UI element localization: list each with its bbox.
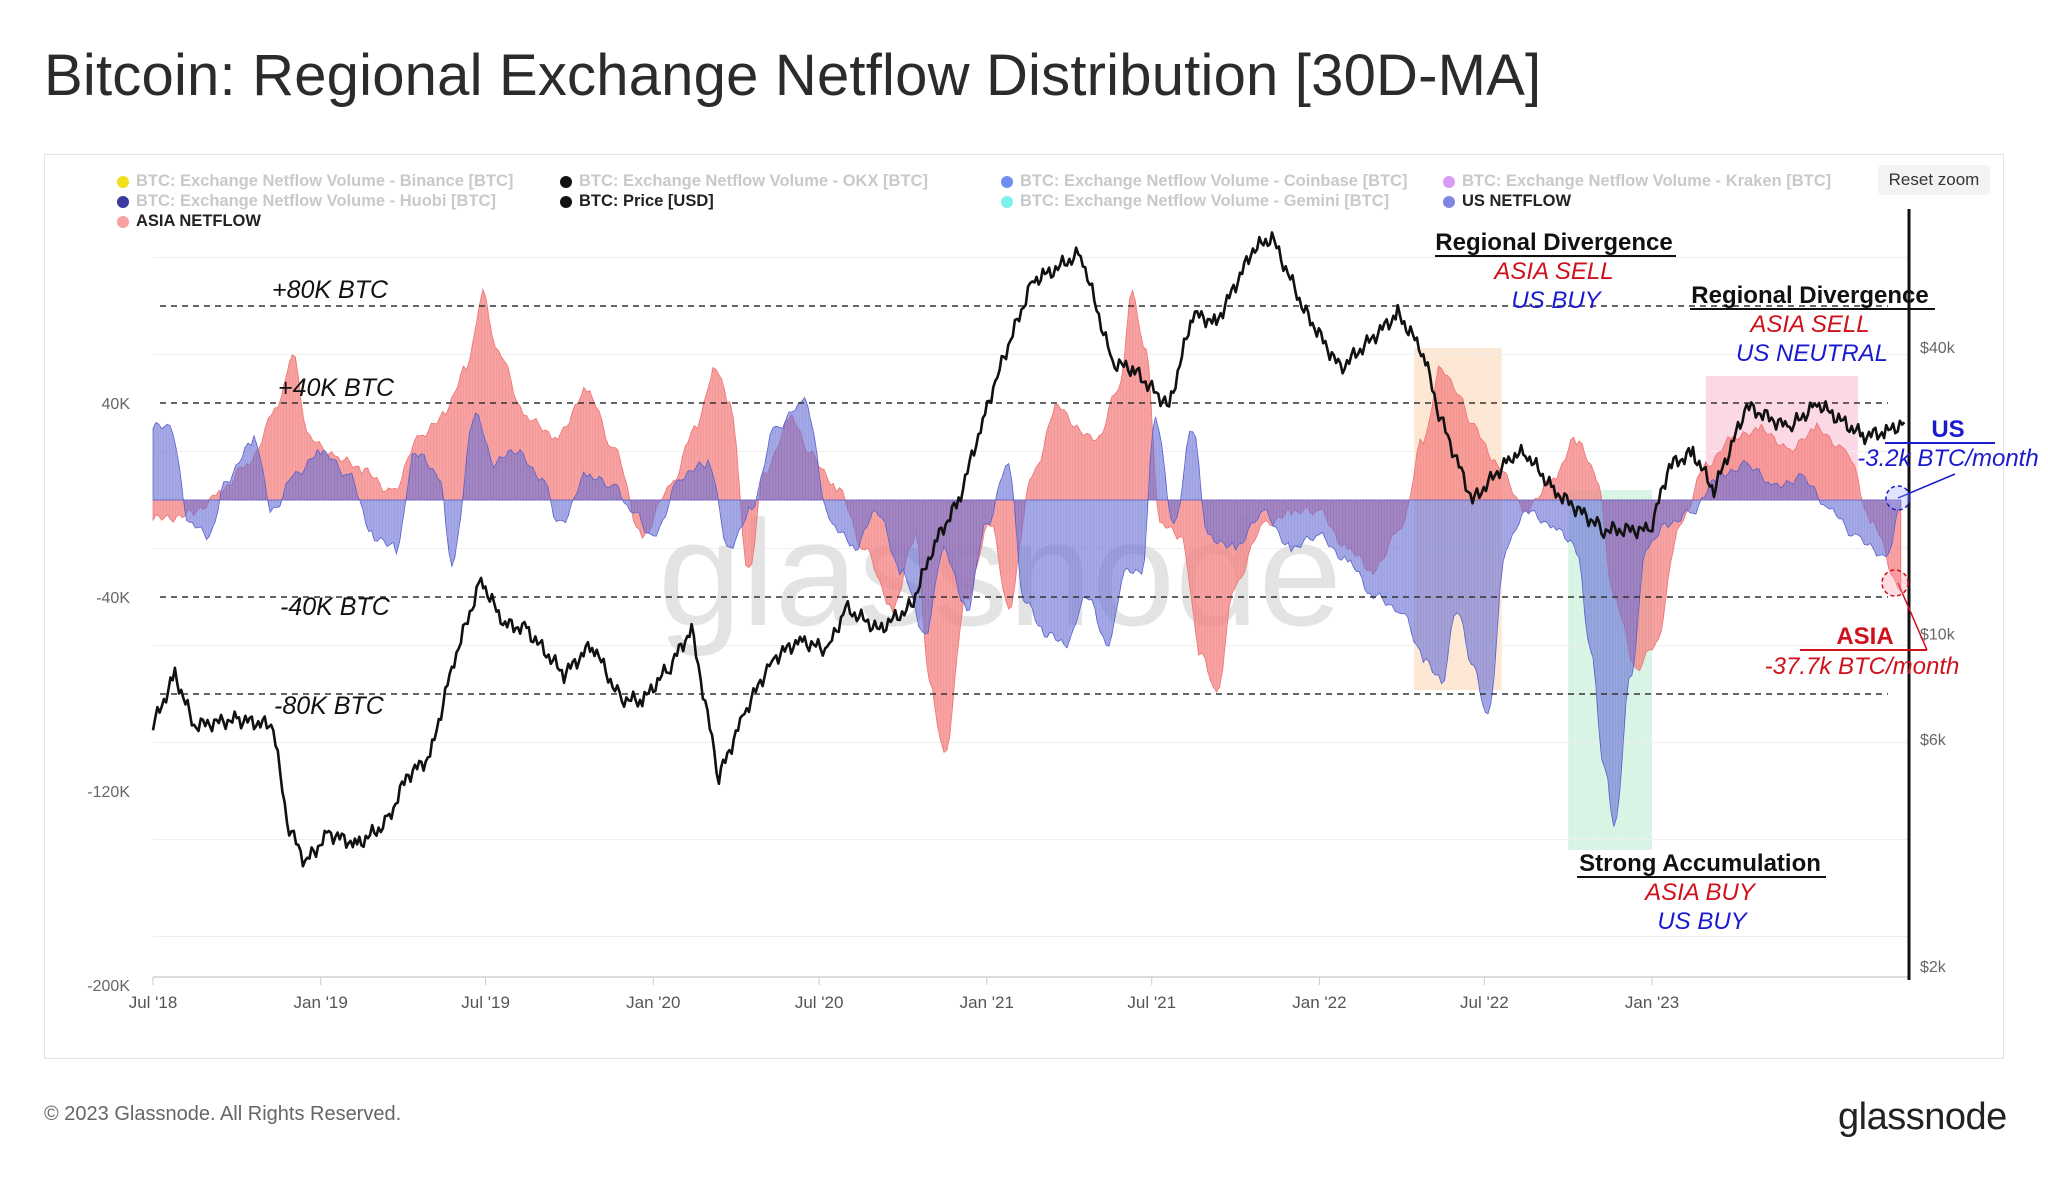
legend-swatch [1001,195,1013,208]
chart-panel [44,154,2004,1059]
legend-label: BTC: Exchange Netflow Volume - Kraken [B… [1462,172,1832,190]
legend-swatch [560,195,572,208]
legend-item-4[interactable]: BTC: Exchange Netflow Volume - Huobi [BT… [117,192,496,211]
legend-label: BTC: Exchange Netflow Volume - Huobi [BT… [136,192,496,210]
legend-label: ASIA NETFLOW [136,212,261,230]
legend-item-5[interactable]: BTC: Price [USD] [560,192,714,211]
legend-swatch [560,175,572,188]
legend-label: BTC: Exchange Netflow Volume - Coinbase … [1020,172,1408,190]
legend-item-8[interactable]: ASIA NETFLOW [117,212,261,231]
legend-item-2[interactable]: BTC: Exchange Netflow Volume - Coinbase … [1001,172,1407,191]
legend-label: BTC: Exchange Netflow Volume - OKX [BTC] [579,172,928,190]
legend-swatch [1001,175,1013,188]
legend-swatch [117,215,129,228]
legend-swatch [1443,175,1455,188]
legend-item-0[interactable]: BTC: Exchange Netflow Volume - Binance [… [117,172,513,191]
legend-swatch [117,195,129,208]
legend-item-7[interactable]: US NETFLOW [1443,192,1571,211]
legend-label: BTC: Exchange Netflow Volume - Gemini [B… [1020,192,1390,210]
reset-zoom-button[interactable]: Reset zoom [1878,165,1990,195]
legend-label: BTC: Exchange Netflow Volume - Binance [… [136,172,514,190]
legend-item-6[interactable]: BTC: Exchange Netflow Volume - Gemini [B… [1001,192,1389,211]
brand-logo: glassnode [1838,1096,2007,1138]
legend-item-3[interactable]: BTC: Exchange Netflow Volume - Kraken [B… [1443,172,1831,191]
legend-swatch [1443,195,1455,208]
legend-swatch [117,175,129,188]
page-title: Bitcoin: Regional Exchange Netflow Distr… [44,43,1542,108]
copyright: © 2023 Glassnode. All Rights Reserved. [44,1103,402,1125]
legend-label: US NETFLOW [1462,192,1572,210]
legend-label: BTC: Price [USD] [579,192,714,210]
legend-item-1[interactable]: BTC: Exchange Netflow Volume - OKX [BTC] [560,172,928,191]
